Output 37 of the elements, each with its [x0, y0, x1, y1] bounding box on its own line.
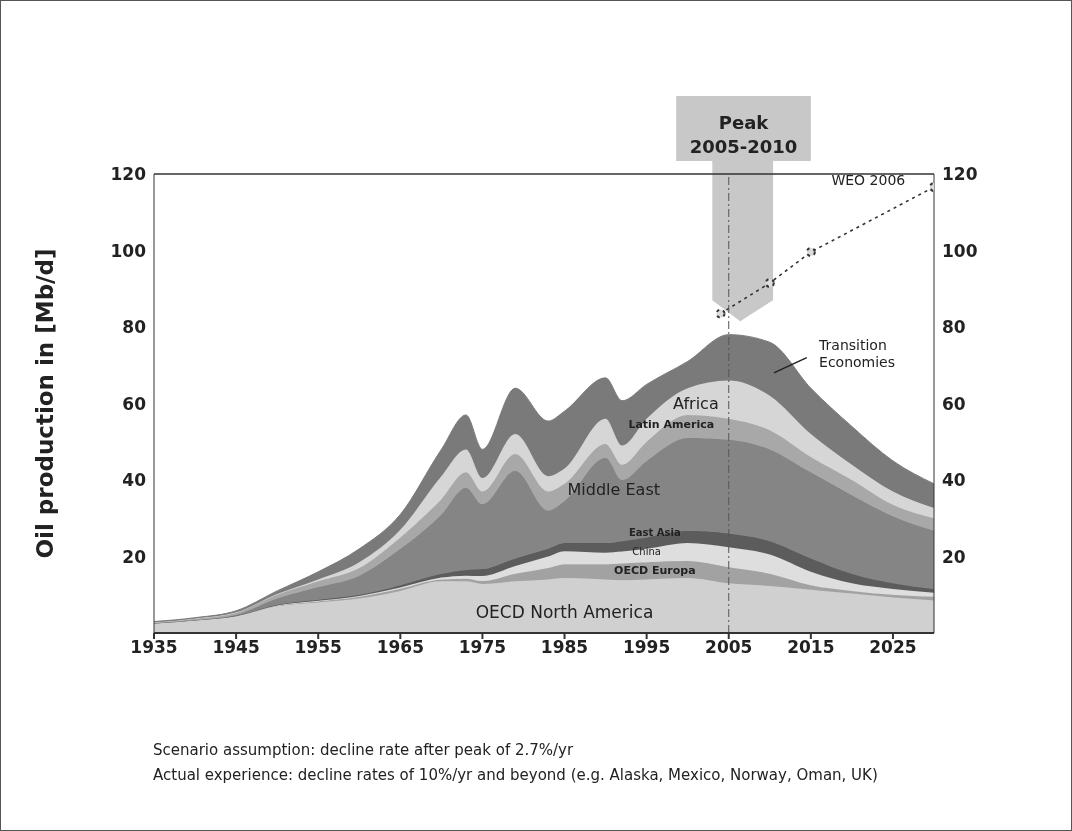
x-tick-label: 2025 — [869, 637, 917, 658]
y-tick-label: 20 — [122, 546, 147, 567]
y-tick-label: 60 — [122, 393, 147, 414]
ref-line-label: Peak 2005-2010 — [689, 112, 798, 157]
x-tick-label: 1945 — [212, 637, 260, 658]
x-tick-label: 1985 — [540, 637, 589, 658]
y-tick-label: 120 — [110, 164, 147, 185]
x-tick-label: 1955 — [294, 637, 342, 658]
series-label: Transition Economies — [818, 336, 896, 370]
y2-tick-label: 120 — [942, 164, 978, 185]
series-label: Latin America — [628, 418, 715, 432]
text: Actual experience: decline rates of 10%/yr and beyond (e.g. Alaska, Mexico, Norway, Oman, UK) — [153, 766, 878, 784]
series-label: OECD North America — [475, 601, 654, 622]
text: Scenario assumption: decline rate after peak of 2.7%/yr — [153, 741, 574, 759]
y-tick-label: 80 — [122, 317, 147, 338]
x-tick-label: 2005 — [705, 637, 753, 658]
point — [715, 308, 726, 319]
y2-tick-label: 60 — [942, 393, 966, 414]
x-tick-label: 1995 — [622, 637, 671, 658]
series-label: Africa — [673, 394, 719, 414]
y-tick-label: 40 — [122, 470, 147, 491]
series-label: WEO 2006 — [831, 172, 906, 189]
point — [764, 278, 775, 289]
x-tick-label: 1965 — [376, 637, 424, 658]
x-tick-label: 1935 — [130, 637, 178, 658]
y-tick-label: 100 — [110, 240, 147, 261]
y2-tick-label: 100 — [942, 240, 978, 261]
x-tick-label: 2015 — [787, 637, 835, 658]
series-label: East Asia — [629, 527, 681, 539]
series-label: OECD Europa — [614, 564, 696, 578]
y2-tick-label: 40 — [942, 470, 966, 491]
series-label: Middle East — [567, 480, 661, 500]
y2-tick-label: 80 — [942, 317, 966, 338]
x-tick-label: 1975 — [458, 637, 507, 658]
y2-tick-label: 20 — [942, 546, 966, 567]
y-axis-title: Oil production in [Mb/d] — [32, 248, 58, 559]
point — [805, 247, 816, 258]
